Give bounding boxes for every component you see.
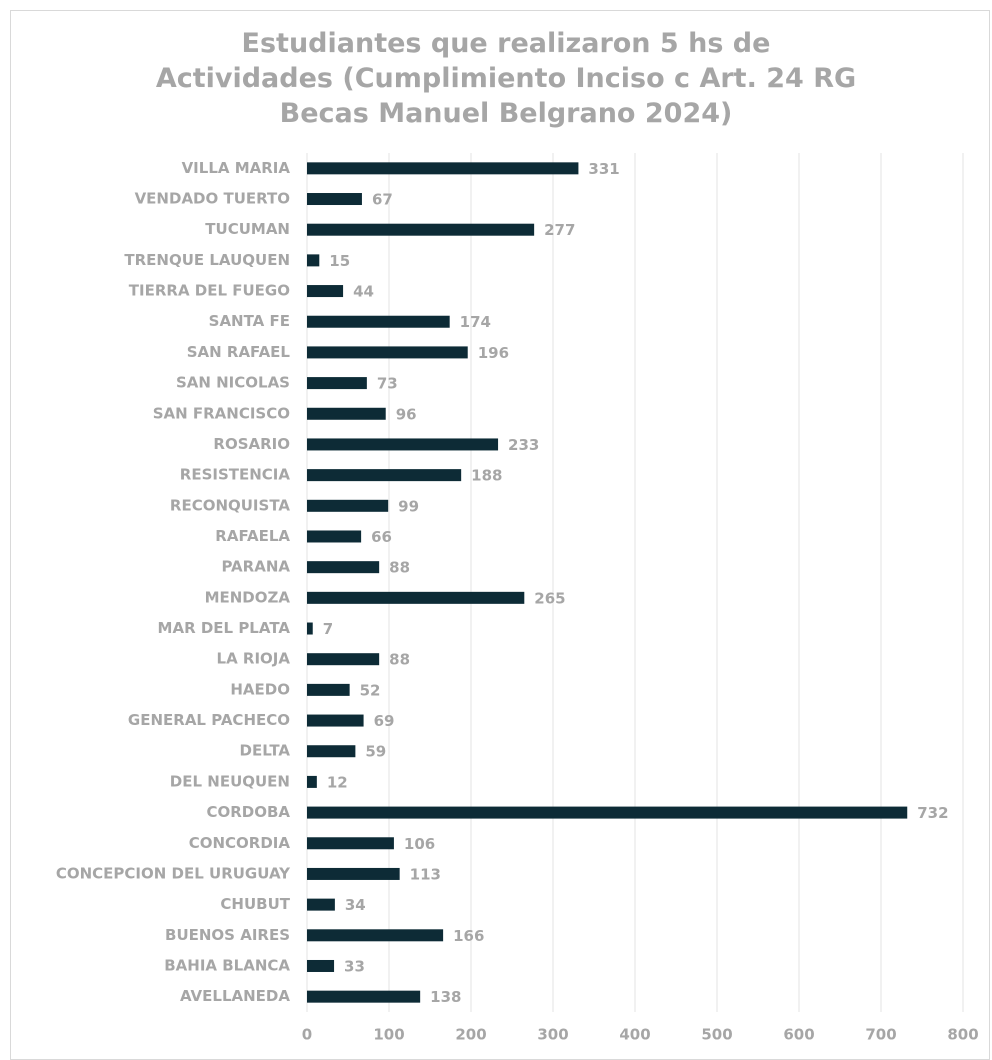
- data-label: 732: [917, 804, 948, 822]
- x-tick-label: 800: [947, 1026, 978, 1044]
- data-label: 34: [345, 896, 366, 914]
- bar: [307, 162, 579, 175]
- y-tick-label: CONCORDIA: [189, 834, 291, 852]
- y-tick-label: DEL NEUQUEN: [170, 772, 290, 790]
- bar: [307, 683, 350, 696]
- bar: [307, 653, 380, 666]
- bar: [307, 775, 317, 788]
- data-label: 67: [372, 191, 393, 209]
- y-tick-label: TUCUMAN: [205, 220, 290, 238]
- x-tick-label: 300: [537, 1026, 568, 1044]
- data-label: 96: [396, 405, 417, 423]
- data-label: 73: [377, 375, 398, 393]
- y-tick-label: VENDADO TUERTO: [135, 190, 290, 208]
- bar: [307, 714, 364, 727]
- data-label: 69: [374, 712, 395, 730]
- x-tick-label: 400: [619, 1026, 650, 1044]
- y-tick-label: CONCEPCION DEL URUGUAY: [56, 864, 291, 882]
- data-label: 88: [389, 651, 410, 669]
- chart-title: Estudiantes que realizaron 5 hs de Activ…: [155, 28, 857, 129]
- y-tick-label: MENDOZA: [205, 588, 291, 606]
- bar: [307, 867, 400, 880]
- bar: [307, 315, 450, 328]
- data-label: 88: [389, 559, 410, 577]
- data-label: 7: [323, 620, 333, 638]
- data-label: 66: [371, 528, 392, 546]
- data-label: 196: [478, 344, 509, 362]
- bar: [307, 254, 320, 267]
- y-tick-label: DELTA: [240, 742, 291, 760]
- data-label: 188: [471, 467, 502, 485]
- data-label: 166: [453, 927, 484, 945]
- x-tick-label: 0: [302, 1026, 312, 1044]
- y-tick-label: SAN FRANCISCO: [153, 404, 290, 422]
- y-tick-label: MAR DEL PLATA: [158, 619, 291, 637]
- bar: [307, 285, 344, 298]
- bar: [307, 898, 335, 911]
- y-tick-label: BAHIA BLANCA: [164, 956, 290, 974]
- bar: [307, 959, 335, 972]
- x-tick-label: 600: [783, 1026, 814, 1044]
- y-tick-label: HAEDO: [230, 680, 290, 698]
- data-label: 265: [534, 589, 565, 607]
- x-tick-label: 700: [865, 1026, 896, 1044]
- data-label: 15: [329, 252, 350, 270]
- y-tick-label: SAN NICOLAS: [176, 374, 290, 392]
- bar: [307, 837, 394, 850]
- bar: [307, 377, 367, 390]
- bar: [307, 806, 908, 819]
- y-tick-label: TRENQUE LAUQUEN: [124, 251, 290, 269]
- bar: [307, 438, 499, 451]
- data-label: 12: [327, 773, 348, 791]
- bar: [307, 929, 444, 942]
- y-tick-label: RECONQUISTA: [170, 496, 290, 514]
- data-label: 52: [360, 681, 381, 699]
- y-tick-label: SANTA FE: [209, 312, 290, 330]
- y-tick-label: BUENOS AIRES: [165, 926, 290, 944]
- x-tick-label: 100: [373, 1026, 404, 1044]
- y-tick-label: RAFAELA: [215, 527, 290, 545]
- y-tick-label: VILLA MARIA: [182, 159, 291, 177]
- y-tick-label: RESISTENCIA: [180, 466, 291, 484]
- data-label: 99: [398, 497, 419, 515]
- y-tick-label: CHUBUT: [220, 895, 290, 913]
- bar: [307, 223, 535, 236]
- bar: [307, 407, 386, 420]
- data-label: 277: [544, 221, 575, 239]
- bar: [307, 346, 468, 359]
- data-label: 113: [410, 865, 441, 883]
- bar: [307, 561, 380, 574]
- y-tick-label: CORDOBA: [206, 803, 290, 821]
- bar: [307, 499, 389, 512]
- bar: [307, 591, 525, 604]
- y-tick-label: PARANA: [221, 558, 290, 576]
- data-label: 331: [588, 160, 619, 178]
- y-tick-label: ROSARIO: [213, 435, 290, 453]
- data-label: 106: [404, 835, 435, 853]
- bar: [307, 622, 313, 635]
- y-tick-label: GENERAL PACHECO: [128, 711, 290, 729]
- x-tick-label: 200: [455, 1026, 486, 1044]
- data-label: 174: [460, 313, 491, 331]
- data-label: 44: [353, 283, 374, 301]
- bar: [307, 469, 462, 482]
- data-label: 59: [365, 743, 386, 761]
- data-label: 138: [430, 988, 461, 1006]
- y-tick-label: TIERRA DEL FUEGO: [129, 282, 290, 300]
- bar: [307, 530, 362, 543]
- bar: [307, 193, 362, 206]
- data-label: 33: [344, 957, 365, 975]
- bar: [307, 745, 356, 758]
- data-label: 233: [508, 436, 539, 454]
- y-tick-label: AVELLANEDA: [180, 987, 290, 1005]
- y-tick-label: LA RIOJA: [217, 650, 291, 668]
- y-tick-label: SAN RAFAEL: [187, 343, 291, 361]
- x-tick-label: 500: [701, 1026, 732, 1044]
- bar: [307, 990, 421, 1003]
